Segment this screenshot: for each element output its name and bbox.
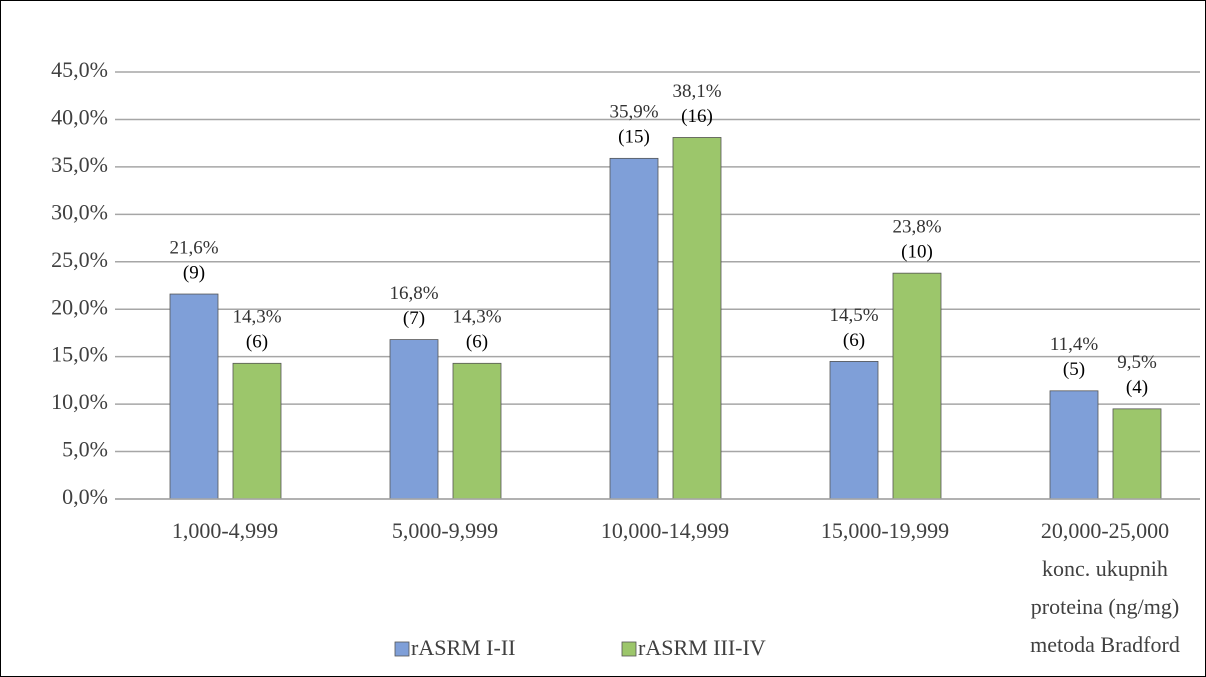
y-tick-label: 10,0% [51, 389, 108, 414]
count-label: (5) [1063, 359, 1085, 380]
x-axis-label: proteina (ng/mg) [1031, 594, 1179, 619]
legend-swatch [394, 641, 410, 657]
count-label: (7) [403, 308, 425, 329]
y-tick-label: 40,0% [51, 104, 108, 129]
bar [892, 272, 942, 500]
x-axis-label: metoda Bradford [1030, 632, 1180, 657]
y-tick-label: 5,0% [62, 437, 108, 462]
bar [452, 362, 502, 500]
y-tick-label: 0,0% [62, 484, 108, 509]
y-tick-label: 20,0% [51, 294, 108, 319]
data-label: 35,9% [609, 102, 658, 123]
data-label: 14,3% [232, 307, 281, 328]
bar [609, 157, 659, 500]
bar [829, 361, 879, 500]
x-tick-label: 20,000-25,000 [1041, 518, 1169, 543]
data-label: 23,8% [892, 217, 941, 238]
x-tick-label: 15,000-19,999 [821, 518, 949, 543]
legend-label: rASRM I-II [411, 635, 516, 660]
data-label: 9,5% [1117, 352, 1157, 373]
y-tick-label: 35,0% [51, 152, 108, 177]
count-label: (15) [618, 127, 650, 148]
data-label: 14,3% [452, 307, 501, 328]
x-tick-label: 5,000-9,999 [392, 518, 498, 543]
y-tick-label: 15,0% [51, 342, 108, 367]
data-label: 16,8% [389, 283, 438, 304]
count-label: (16) [681, 106, 713, 127]
bar [389, 339, 439, 500]
bar [672, 137, 722, 500]
y-tick-label: 45,0% [51, 57, 108, 82]
count-label: (6) [246, 332, 268, 353]
count-label: (10) [901, 242, 933, 263]
y-tick-label: 25,0% [51, 247, 108, 272]
legend-swatch [621, 641, 637, 657]
y-tick-label: 30,0% [51, 199, 108, 224]
x-tick-label: 1,000-4,999 [172, 518, 278, 543]
x-axis-label: konc. ukupnih [1042, 556, 1168, 581]
bar [1112, 408, 1162, 500]
count-label: (4) [1126, 377, 1148, 398]
legend-label: rASRM III-IV [638, 635, 766, 660]
count-label: (6) [466, 332, 488, 353]
x-tick-label: 10,000-14,999 [601, 518, 729, 543]
count-label: (9) [183, 262, 205, 283]
data-label: 11,4% [1050, 334, 1099, 355]
count-label: (6) [843, 330, 865, 351]
bar [169, 293, 219, 500]
data-label: 14,5% [829, 305, 878, 326]
bar [232, 362, 282, 500]
data-label: 21,6% [169, 237, 218, 258]
data-label: 38,1% [672, 81, 721, 102]
bar [1049, 390, 1099, 500]
